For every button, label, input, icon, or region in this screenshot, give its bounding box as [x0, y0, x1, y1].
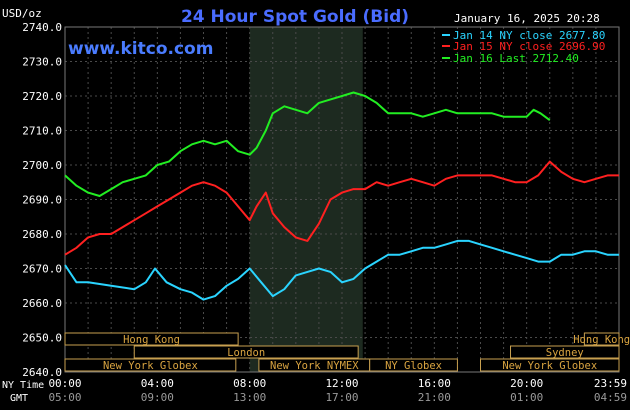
x-tick-label-ny: 04:00 [141, 377, 174, 390]
legend: Jan 14 NY close 2677.80 Jan 15 NY close … [442, 29, 605, 65]
market-bar-ny-globex-1 [64, 358, 237, 372]
ny-time-row-label: NY Time [2, 380, 44, 391]
x-tick-label-ny: 16:00 [418, 377, 451, 390]
market-bar-ny-globex-short-label: NY Globex [385, 360, 442, 372]
y-tick-label: 2720.0 [22, 90, 62, 103]
market-bar-ny-globex-2 [480, 358, 620, 372]
x-tick-label-ny: 00:00 [48, 377, 81, 390]
market-bar-sydney [510, 345, 620, 359]
y-tick-label: 2700.0 [22, 159, 62, 172]
market-bar-ny-globex-2-label: New York Globex [502, 360, 597, 372]
datetime-label: January 16, 2025 20:28 [454, 12, 600, 25]
market-bar-hong-kong-2 [583, 332, 620, 346]
x-tick-label-gmt: 17:00 [325, 391, 358, 404]
gmt-row-label: GMT [10, 393, 28, 404]
x-tick-label-gmt: 09:00 [141, 391, 174, 404]
market-bar-ny-globex-1-label: New York Globex [103, 360, 198, 372]
y-axis-tick-labels: 2740.0 2730.0 2720.0 2710.0 2700.0 2690.0 2680… [22, 21, 62, 379]
series-line-2 [64, 160, 619, 256]
x-tick-label-gmt: 05:00 [48, 391, 81, 404]
y-unit-label: USD/oz [2, 7, 42, 20]
y-tick-label: 2730.0 [22, 56, 62, 69]
market-bar-hong-kong-label: Hong Kong [123, 334, 180, 346]
legend-entry-jan15: Jan 15 NY close 2696.90 [453, 40, 605, 53]
y-tick-label: 2650.0 [22, 332, 62, 345]
x-tick-label-ny: 08:00 [233, 377, 266, 390]
x-tick-label-gmt: 21:00 [418, 391, 451, 404]
market-bar-london [133, 345, 359, 359]
x-axis-tick-labels: 00:00 04:00 08:00 12:00 16:00 20:00 23:59 05:00… [48, 377, 627, 404]
x-tick-label-gmt: 04:59 [594, 391, 627, 404]
y-tick-label: 2660.0 [22, 297, 62, 310]
y-tick-label: 2690.0 [22, 194, 62, 207]
market-bar-hong-kong-2-label: Hong Kong [573, 334, 630, 346]
x-tick-label-ny: 20:00 [510, 377, 543, 390]
market-bar-london-label: London [227, 347, 265, 359]
y-tick-label: 2740.0 [22, 21, 62, 34]
chart-title: 24 Hour Spot Gold (Bid) [181, 7, 409, 27]
y-tick-label: 2640.0 [22, 366, 62, 379]
brand-link[interactable]: www.kitco.com [68, 39, 213, 59]
legend-entry-jan14: Jan 14 NY close 2677.80 [453, 29, 605, 42]
y-tick-label: 2680.0 [22, 228, 62, 241]
grid-lines [64, 26, 620, 373]
x-tick-label-gmt: 13:00 [233, 391, 266, 404]
series-line-1 [64, 239, 619, 301]
legend-entry-jan16: Jan 16 Last 2712.40 [453, 52, 579, 65]
series-lines [64, 91, 619, 301]
series-line-3 [64, 91, 551, 197]
market-bar-hong-kong [64, 332, 239, 346]
x-tick-label-gmt: 01:00 [510, 391, 543, 404]
market-bar-ny-globex-short [369, 358, 458, 372]
y-tick-label: 2710.0 [22, 125, 62, 138]
plot-border [64, 26, 620, 373]
x-tick-label-ny: 23:59 [594, 377, 627, 390]
market-bar-sydney-label: Sydney [546, 347, 584, 359]
market-bar-ny-nymex-label: New York NYMEX [270, 360, 359, 372]
y-tick-label: 2670.0 [22, 263, 62, 276]
x-tick-label-ny: 12:00 [325, 377, 358, 390]
